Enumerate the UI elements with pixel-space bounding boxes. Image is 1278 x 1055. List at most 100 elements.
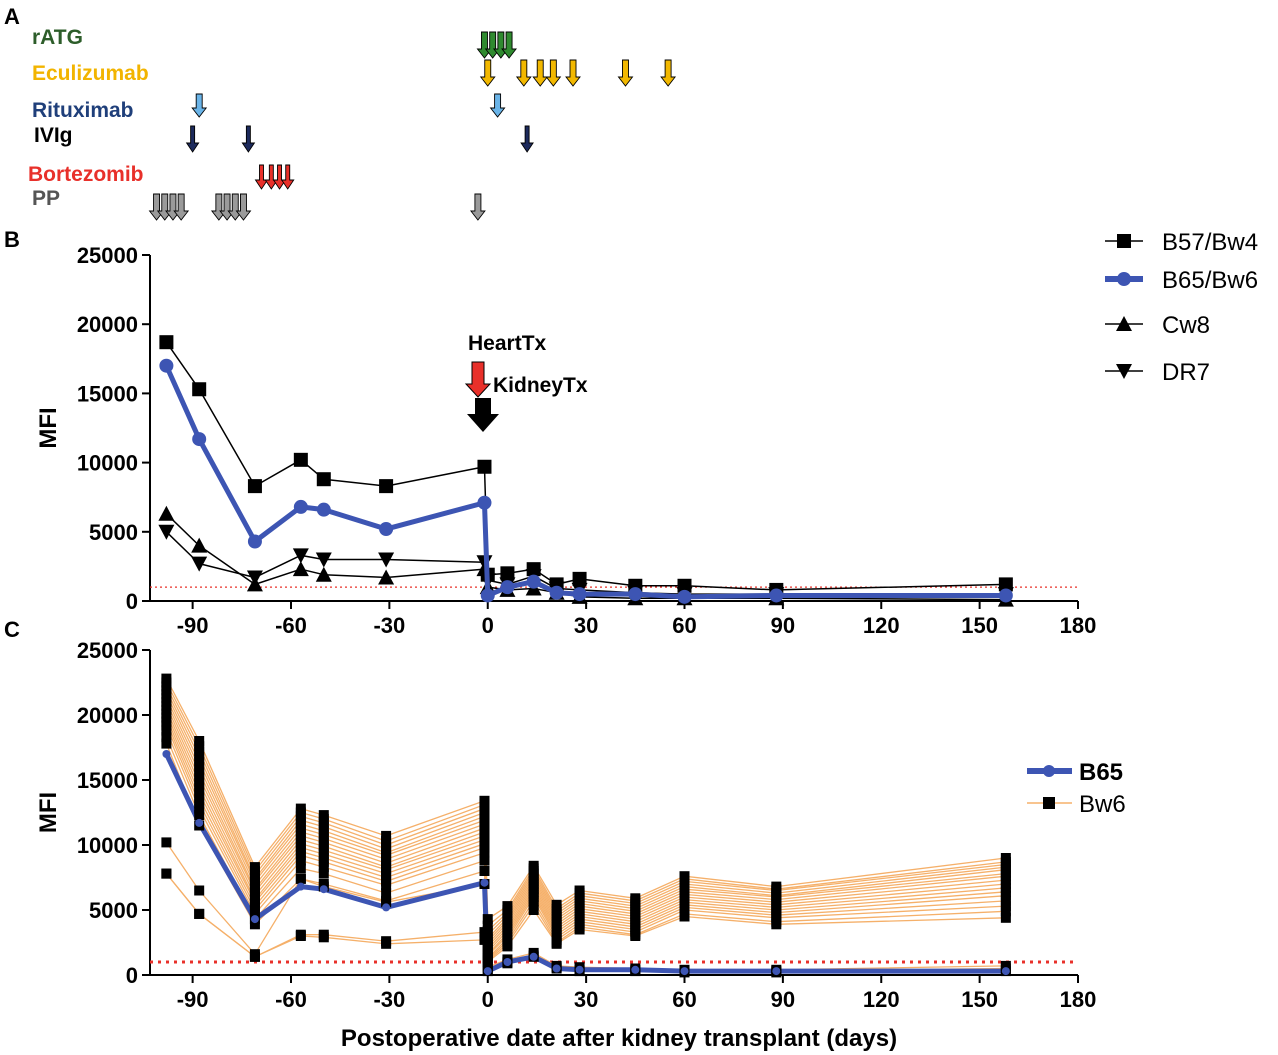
data-point-b57-bw4 bbox=[293, 452, 308, 467]
data-point-bw6 bbox=[630, 931, 641, 941]
data-point-bw6 bbox=[295, 850, 306, 861]
x-tick-label-c: 180 bbox=[1060, 987, 1097, 1012]
treatment-label-pp: PP bbox=[32, 187, 60, 210]
x-tick-label-b: 0 bbox=[482, 613, 494, 638]
data-point-b65-bw6 bbox=[500, 580, 515, 595]
bortezomib-dose-arrow-icon bbox=[254, 164, 269, 190]
data-point-bw6 bbox=[295, 863, 306, 874]
data-point-bw6 bbox=[249, 951, 260, 962]
data-point-bw6 bbox=[479, 847, 490, 858]
data-point-b65 bbox=[483, 967, 492, 976]
data-point-b57-bw4 bbox=[477, 459, 492, 474]
rituximab-dose-arrow-icon bbox=[191, 93, 208, 118]
data-point-b65-bw6 bbox=[293, 499, 308, 514]
data-point-bw6 bbox=[318, 932, 329, 943]
data-point-bw6 bbox=[479, 934, 490, 945]
legend-label-bw6: Bw6 bbox=[1079, 791, 1126, 818]
data-point-dr7 bbox=[246, 570, 263, 586]
data-point-b57-bw4 bbox=[572, 571, 587, 586]
data-point-bw6 bbox=[295, 855, 306, 866]
data-point-bw6 bbox=[295, 873, 306, 884]
data-point-cw8 bbox=[292, 561, 309, 577]
data-point-bw6 bbox=[479, 855, 490, 866]
data-point-b65 bbox=[631, 965, 640, 974]
data-point-bw6 bbox=[1000, 895, 1011, 906]
data-point-b57-bw4 bbox=[159, 335, 174, 350]
eculizumab-dose-arrow-icon bbox=[479, 59, 496, 87]
data-point-cw8 bbox=[378, 569, 395, 585]
data-point-bw6 bbox=[479, 927, 490, 938]
data-point-b57-bw4 bbox=[500, 566, 515, 581]
data-point-b65 bbox=[503, 958, 512, 966]
y-axis-title-b: MFI bbox=[35, 407, 62, 448]
y-tick-label-b: 25000 bbox=[77, 243, 138, 268]
ratg-dose-arrow-icon bbox=[501, 31, 517, 59]
data-point-b65-bw6 bbox=[628, 587, 643, 602]
data-point-b65 bbox=[552, 964, 561, 973]
x-tick-label-b: 150 bbox=[961, 613, 998, 638]
panel-letter-c: C bbox=[4, 617, 20, 642]
data-point-bw6 bbox=[194, 756, 205, 767]
data-point-b57-bw4 bbox=[192, 382, 207, 397]
ivig-dose-arrow-icon bbox=[520, 125, 534, 153]
data-point-b65 bbox=[195, 818, 204, 827]
data-point-bw6 bbox=[479, 866, 490, 876]
y-tick-label-c: 5000 bbox=[89, 898, 138, 923]
data-point-bw6 bbox=[161, 732, 172, 743]
data-point-bw6 bbox=[249, 908, 260, 919]
data-point-bw6 bbox=[194, 736, 205, 746]
data-point-cw8 bbox=[315, 566, 332, 582]
data-point-bw6 bbox=[249, 919, 260, 930]
data-point-bw6 bbox=[194, 908, 205, 919]
series-line-bw6 bbox=[165, 678, 1006, 921]
x-tick-label-b: -30 bbox=[373, 613, 405, 638]
data-point-bw6 bbox=[194, 751, 205, 762]
data-point-dr7 bbox=[292, 548, 309, 564]
series-line-bw6 bbox=[165, 709, 1006, 951]
transplant-annotation: HeartTx KidneyTx bbox=[464, 332, 588, 432]
data-point-bw6 bbox=[574, 924, 585, 935]
y-tick-label-c: 20000 bbox=[77, 703, 138, 728]
bortezomib-dose-arrow-icon bbox=[264, 164, 279, 190]
data-point-b65-bw6 bbox=[677, 589, 692, 604]
data-point-bw6 bbox=[381, 938, 392, 949]
series-line-bw6 bbox=[165, 717, 1006, 956]
data-point-bw6 bbox=[679, 911, 690, 922]
treatment-label-eculizumab: Eculizumab bbox=[32, 62, 149, 85]
pp-dose-arrow-icon bbox=[235, 193, 252, 221]
series-line-bw6 bbox=[165, 705, 1006, 948]
bortezomib-dose-arrow-icon bbox=[280, 164, 295, 190]
series-line-b65 bbox=[164, 752, 1006, 974]
data-point-bw6 bbox=[528, 905, 539, 915]
data-point-b65 bbox=[772, 967, 781, 976]
data-point-bw6 bbox=[194, 798, 205, 809]
y-tick-label-b: 0 bbox=[126, 589, 138, 614]
data-point-bw6 bbox=[482, 914, 493, 925]
x-tick-label-b: 30 bbox=[574, 613, 598, 638]
series-line-bw6 bbox=[165, 725, 1006, 960]
x-tick-label-c: 0 bbox=[482, 987, 494, 1012]
legend-marker-b65-bw6 bbox=[1117, 272, 1131, 286]
data-point-cw8 bbox=[158, 505, 175, 521]
series-line-bw6 bbox=[165, 682, 1006, 927]
data-point-b65-bw6 bbox=[480, 588, 495, 603]
data-point-bw6 bbox=[771, 919, 782, 930]
x-tick-label-c: 60 bbox=[672, 987, 696, 1012]
data-point-bw6 bbox=[194, 777, 205, 788]
x-tick-label-b: -60 bbox=[275, 613, 307, 638]
data-point-b65 bbox=[480, 878, 489, 887]
data-point-b65-bw6 bbox=[379, 522, 394, 537]
treatment-label-bortezomib: Bortezomib bbox=[28, 163, 144, 186]
data-point-bw6 bbox=[194, 767, 205, 778]
data-point-bw6 bbox=[1000, 906, 1011, 917]
data-point-b65-bw6 bbox=[998, 588, 1013, 603]
treatment-label-ratg: rATG bbox=[32, 26, 83, 49]
legend-label-b57-bw4: B57/Bw4 bbox=[1162, 229, 1258, 256]
data-point-bw6 bbox=[381, 830, 392, 841]
data-point-b65-bw6 bbox=[192, 432, 207, 447]
data-point-bw6 bbox=[194, 793, 205, 804]
data-point-b65-bw6 bbox=[769, 588, 784, 603]
series-line-bw6 bbox=[165, 721, 1006, 958]
x-tick-label-c: -30 bbox=[373, 987, 405, 1012]
